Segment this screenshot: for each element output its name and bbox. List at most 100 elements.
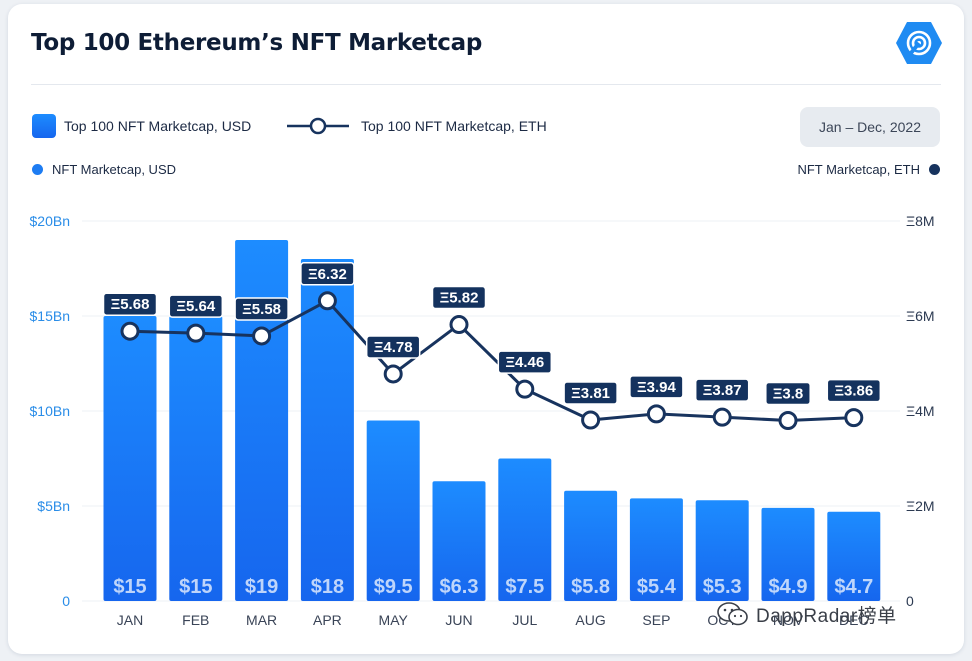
legend-item-eth[interactable]: Top 100 NFT Marketcap, ETH bbox=[287, 116, 547, 136]
y-left-tick-label: $5Bn bbox=[37, 498, 70, 514]
usd-series-dot bbox=[32, 164, 43, 175]
y-right-tick-label: Ξ2M bbox=[906, 498, 935, 514]
eth-value-label-box bbox=[826, 378, 882, 403]
eth-point bbox=[186, 323, 206, 343]
bar bbox=[432, 481, 486, 601]
eth-point bbox=[515, 379, 535, 399]
eth-point bbox=[383, 364, 403, 384]
eth-point bbox=[120, 321, 140, 341]
bar-value-label: $9.5 bbox=[374, 576, 413, 598]
eth-point bbox=[712, 407, 732, 427]
x-tick-label: JUN bbox=[445, 612, 472, 628]
x-tick-label: NOV bbox=[773, 612, 804, 628]
eth-value-label-box bbox=[497, 350, 553, 374]
x-tick-label: DEC bbox=[839, 612, 869, 628]
eth-value-label: Ξ3.94 bbox=[637, 379, 677, 396]
eth-value-label: Ξ5.82 bbox=[440, 290, 479, 307]
bar-value-label: $5.8 bbox=[571, 576, 610, 598]
eth-value-label-box bbox=[431, 285, 487, 310]
legend-line-swatch bbox=[287, 117, 349, 135]
bar-value-label: $4.7 bbox=[834, 576, 873, 598]
date-range-chip[interactable]: Jan – Dec, 2022 bbox=[800, 107, 940, 147]
bar bbox=[827, 511, 881, 601]
bar-value-label: $5.4 bbox=[637, 576, 677, 598]
eth-value-label: Ξ5.64 bbox=[176, 298, 216, 315]
x-tick-label: JUL bbox=[512, 612, 537, 628]
x-tick-label: JAN bbox=[117, 612, 143, 628]
eth-point bbox=[844, 408, 864, 428]
eth-value-label: Ξ5.58 bbox=[242, 301, 281, 318]
eth-point bbox=[646, 404, 666, 424]
eth-point bbox=[449, 315, 469, 335]
eth-point bbox=[581, 410, 601, 430]
y-right-tick-label: Ξ6M bbox=[906, 308, 935, 324]
x-tick-label: AUG bbox=[575, 612, 605, 628]
legend-label-usd: Top 100 NFT Marketcap, USD bbox=[64, 118, 252, 134]
chart-title: Top 100 Ethereum’s NFT Marketcap bbox=[31, 30, 483, 56]
eth-value-label: Ξ3.87 bbox=[703, 382, 742, 399]
eth-value-label: Ξ3.8 bbox=[773, 386, 804, 403]
y-left-tick-label: 0 bbox=[62, 593, 70, 609]
left-axis-title-text: NFT Marketcap, USD bbox=[52, 162, 177, 177]
y-left-tick-label: $15Bn bbox=[30, 308, 70, 324]
eth-value-label-box bbox=[168, 294, 224, 318]
y-left-tick-label: $20Bn bbox=[30, 213, 70, 229]
bar bbox=[366, 420, 420, 601]
legend-item-usd[interactable]: Top 100 NFT Marketcap, USD bbox=[32, 114, 251, 138]
eth-value-label: Ξ4.46 bbox=[505, 354, 544, 371]
legend-bar-swatch bbox=[32, 114, 56, 138]
y-right-tick-label: Ξ4M bbox=[906, 403, 935, 419]
bar bbox=[300, 259, 354, 601]
bar-value-label: $15 bbox=[113, 576, 146, 598]
bar-value-label: $4.9 bbox=[769, 576, 808, 598]
eth-value-label-box bbox=[234, 297, 289, 321]
bar bbox=[695, 500, 749, 601]
watermark: DappRadar榜单 bbox=[716, 600, 897, 628]
bar bbox=[498, 458, 552, 601]
x-tick-label: FEB bbox=[182, 612, 209, 628]
eth-value-label: Ξ5.68 bbox=[111, 296, 150, 313]
bar bbox=[564, 490, 618, 601]
bar bbox=[235, 240, 289, 601]
bar bbox=[169, 316, 223, 601]
wechat-icon bbox=[717, 602, 748, 626]
eth-value-label-box bbox=[765, 381, 811, 406]
bar-value-label: $6.3 bbox=[440, 576, 479, 598]
legend-label-eth: Top 100 NFT Marketcap, ETH bbox=[361, 118, 547, 134]
bar bbox=[761, 507, 815, 601]
dappradar-logo-icon bbox=[896, 22, 942, 64]
eth-series-dot bbox=[929, 164, 940, 175]
bar-value-label: $5.3 bbox=[703, 576, 742, 598]
y-left-tick-label: $10Bn bbox=[30, 403, 70, 419]
right-axis-title: NFT Marketcap, ETH bbox=[797, 162, 940, 177]
eth-point bbox=[317, 291, 337, 311]
bar-value-label: $15 bbox=[179, 576, 212, 598]
x-tick-label: MAR bbox=[246, 612, 277, 628]
bar-value-label: $7.5 bbox=[505, 576, 544, 598]
eth-value-label: Ξ6.32 bbox=[308, 266, 347, 283]
y-right-tick-label: Ξ8M bbox=[906, 213, 935, 229]
header-divider bbox=[31, 84, 941, 85]
left-axis-title: NFT Marketcap, USD bbox=[32, 162, 176, 177]
x-tick-label: APR bbox=[313, 612, 342, 628]
eth-value-label-box bbox=[563, 381, 618, 405]
eth-point bbox=[778, 411, 798, 430]
y-right-tick-label: 0 bbox=[906, 593, 914, 609]
bar-value-label: $18 bbox=[311, 576, 344, 598]
eth-value-label-box bbox=[694, 378, 750, 402]
eth-value-label-box bbox=[300, 262, 355, 286]
eth-value-label: Ξ3.81 bbox=[571, 385, 610, 402]
eth-value-label: Ξ3.86 bbox=[834, 383, 873, 400]
eth-point bbox=[252, 326, 272, 346]
eth-value-label: Ξ4.78 bbox=[374, 339, 413, 356]
bar bbox=[103, 316, 157, 601]
x-tick-label: SEP bbox=[642, 612, 670, 628]
watermark-text: DappRadar榜单 bbox=[756, 605, 897, 627]
eth-value-label-box bbox=[365, 335, 421, 359]
bar-value-label: $19 bbox=[245, 576, 278, 598]
x-tick-label: MAY bbox=[379, 612, 409, 628]
eth-value-label-box bbox=[102, 292, 158, 316]
right-axis-title-text: NFT Marketcap, ETH bbox=[797, 162, 920, 177]
eth-series-line bbox=[129, 299, 854, 422]
